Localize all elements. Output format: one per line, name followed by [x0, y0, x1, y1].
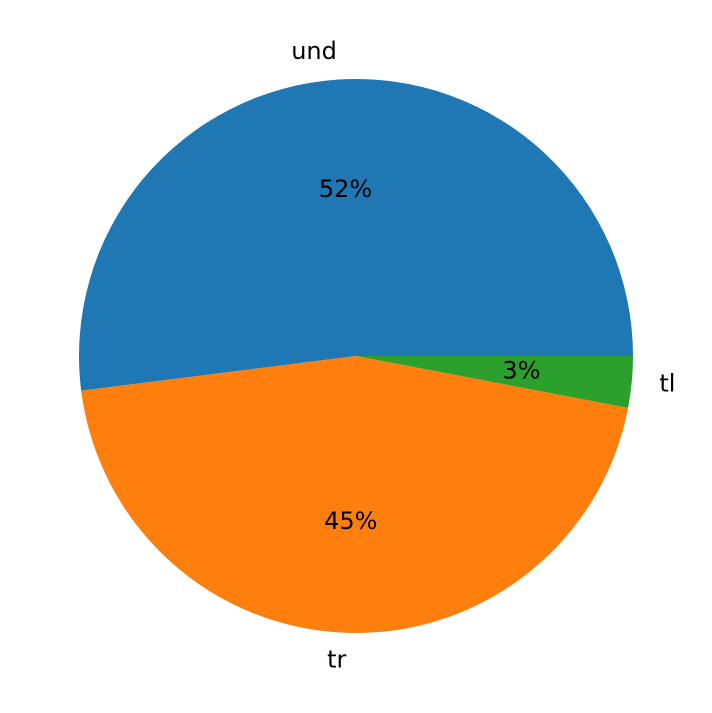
slice-label: und [291, 37, 337, 65]
value-label: 45% [324, 507, 377, 535]
pie-slice [78, 78, 633, 391]
value-label: 3% [502, 357, 540, 385]
value-label: 52% [319, 175, 372, 203]
pie-slice [356, 356, 633, 408]
slice-label: tl [659, 370, 675, 398]
slice-label: tr [327, 646, 346, 674]
pie-slice [81, 356, 629, 633]
